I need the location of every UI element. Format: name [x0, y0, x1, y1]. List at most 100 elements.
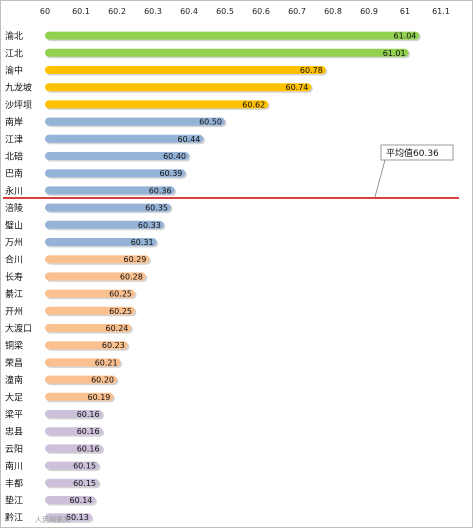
- x-axis-ticks: 60 60.1 60.2 60.3 60.4 60.5 60.6 60.7 60.8 60.9 61…: [40, 7, 450, 16]
- category-label: 丰都: [5, 477, 23, 489]
- data-label: 60.29: [123, 255, 146, 264]
- bar: [45, 358, 121, 367]
- bar: [45, 255, 150, 264]
- data-label: 60.40: [163, 152, 186, 161]
- bar: [45, 410, 103, 418]
- x-tick-label: 60.5: [216, 7, 234, 16]
- data-label: 60.36: [149, 186, 172, 195]
- category-label: 沙坪坝: [5, 100, 32, 111]
- category-label: 綦江: [5, 288, 23, 300]
- data-label: 60.39: [159, 169, 182, 178]
- data-labels: 61.04 61.01 60.78 60.74 60.62 60.50 60.44 60.40…: [66, 32, 417, 523]
- x-tick-label: 60.7: [288, 7, 306, 16]
- category-label: 南川: [5, 460, 23, 472]
- x-tick-label: 60.8: [324, 7, 342, 16]
- bar: [45, 220, 164, 229]
- x-tick-label: 60.2: [108, 7, 126, 16]
- data-label: 61.04: [393, 32, 416, 41]
- annotation-leader-line: [374, 159, 386, 198]
- data-label: 60.15: [73, 479, 96, 488]
- data-label: 60.20: [91, 376, 114, 385]
- bar: [45, 186, 175, 195]
- bar: [45, 444, 103, 453]
- x-tick-label: 61.1: [432, 7, 450, 16]
- bar: [45, 48, 409, 57]
- data-label: 60.28: [120, 272, 143, 281]
- data-label: 60.15: [73, 462, 96, 471]
- data-label: 60.25: [109, 290, 132, 299]
- bars: [45, 31, 421, 523]
- data-label: 60.25: [109, 307, 132, 316]
- x-tick-label: 60: [40, 7, 50, 16]
- data-label: 60.13: [66, 513, 89, 522]
- annotation-text: 平均值60.36: [386, 147, 439, 159]
- category-label: 开州: [5, 306, 23, 317]
- category-label: 渝中: [5, 65, 23, 77]
- average-annotation: 平均值60.36: [374, 144, 454, 198]
- bar: [45, 238, 157, 246]
- category-label: 荣昌: [5, 357, 23, 369]
- category-label: 大渡口: [5, 323, 32, 335]
- data-label: 60.33: [138, 221, 161, 230]
- bar: [45, 134, 204, 143]
- x-tick-label: 61: [400, 7, 410, 16]
- bar: [45, 496, 96, 504]
- data-label: 60.50: [199, 118, 222, 127]
- category-label: 九龙坡: [5, 82, 32, 94]
- annotation-box: [380, 144, 454, 161]
- bar: [45, 427, 103, 436]
- category-label: 璧山: [5, 219, 23, 231]
- bar: [45, 66, 326, 74]
- category-label: 大足: [5, 391, 23, 403]
- bar: [45, 31, 420, 40]
- bar: [45, 117, 225, 126]
- category-label: 渝北: [5, 30, 23, 42]
- bar: [45, 152, 189, 160]
- data-label: 60.23: [102, 341, 125, 350]
- category-labels: 渝北江北渝中九龙坡沙坪坝南岸江津北碚巴南永川涪陵璧山万州合川长寿綦江开州大渡口铜…: [5, 30, 32, 524]
- bar: [45, 289, 135, 298]
- data-label: 60.44: [177, 135, 200, 144]
- category-label: 潼南: [5, 374, 23, 386]
- category-label: 江北: [5, 48, 23, 59]
- category-label: 铜梁: [5, 340, 23, 352]
- bar: [45, 392, 114, 401]
- category-label: 巴南: [5, 168, 23, 180]
- x-tick-label: 60.4: [180, 7, 198, 16]
- data-label: 60.19: [87, 393, 110, 402]
- bar: [45, 272, 146, 281]
- bar: [45, 513, 92, 522]
- watermark: 人民网重庆: [35, 515, 70, 524]
- bar: [45, 203, 171, 212]
- data-label: 60.24: [105, 324, 128, 333]
- bar: [45, 341, 128, 350]
- category-label: 合川: [5, 254, 23, 266]
- data-label: 60.16: [77, 444, 100, 453]
- bar: [45, 306, 135, 315]
- data-label: 60.16: [77, 427, 100, 436]
- bar: [45, 324, 132, 332]
- data-label: 60.62: [242, 100, 265, 109]
- bar: [45, 478, 99, 487]
- bar: [45, 83, 312, 92]
- category-label: 垫江: [5, 495, 23, 507]
- data-label: 60.78: [300, 66, 323, 75]
- category-label: 梁平: [5, 409, 23, 421]
- data-label: 61.01: [383, 49, 406, 58]
- category-label: 万州: [5, 238, 23, 249]
- x-tick-label: 60.9: [360, 7, 378, 16]
- bar: [45, 169, 186, 178]
- category-label: 永川: [5, 185, 23, 197]
- category-label: 江津: [5, 134, 23, 145]
- category-label: 北碚: [5, 151, 23, 163]
- data-label: 60.14: [69, 496, 92, 505]
- data-label: 60.31: [131, 238, 154, 247]
- data-label: 60.16: [77, 410, 100, 419]
- bar: [45, 100, 269, 109]
- category-label: 长寿: [5, 271, 23, 283]
- bar: [45, 375, 117, 384]
- x-tick-label: 60.1: [72, 7, 90, 16]
- data-label: 60.21: [95, 358, 118, 367]
